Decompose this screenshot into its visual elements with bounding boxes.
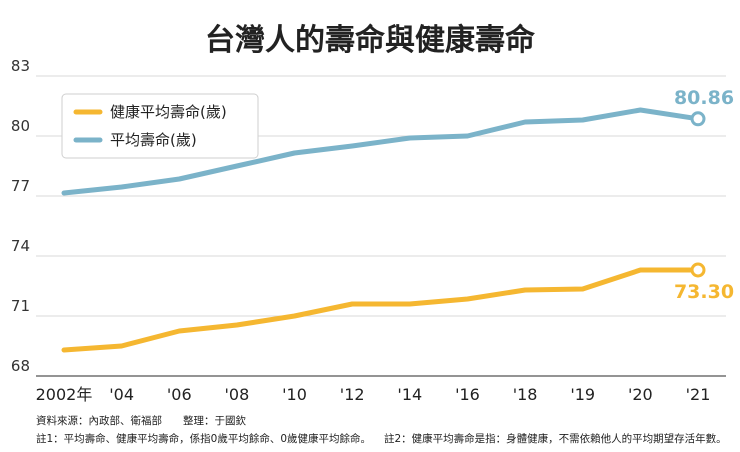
series-line-1: [61, 107, 701, 196]
y-tick-label-77: 77: [11, 177, 30, 195]
x-tick-label-2: '06: [167, 385, 192, 404]
y-tick-label-80: 80: [11, 117, 30, 135]
legend-label-healthy: 健康平均壽命(歲): [110, 103, 227, 121]
x-tick-label-5: '12: [340, 385, 365, 404]
series-end-marker-1: [690, 111, 706, 127]
legend-label-life: 平均壽命(歲): [110, 131, 197, 149]
y-tick-label-74: 74: [11, 237, 30, 255]
x-tick-label-6: '14: [397, 385, 422, 404]
end-value-labels: 73.30 80.86: [674, 87, 734, 303]
series-end-marker-0: [690, 262, 706, 278]
x-tick-label-11: '21: [686, 385, 711, 404]
x-tick-label-9: '19: [570, 385, 595, 404]
chart-title: 台灣人的壽命與健康壽命: [205, 23, 536, 58]
x-tick-label-7: '16: [455, 385, 480, 404]
series-line-0: [61, 267, 701, 353]
source-note: 資料來源：內政部、衛福部 整理：于國欽: [36, 414, 246, 427]
x-tick-label-0: 2002年: [36, 385, 93, 404]
y-tick-label-68: 68: [11, 357, 30, 375]
end-label-1: 80.86: [674, 87, 734, 109]
x-tick-label-4: '10: [282, 385, 307, 404]
data-series: [61, 107, 706, 353]
x-tick-label-10: '20: [628, 385, 653, 404]
footnote-1: 註1：平均壽命、健康平均壽命，係指0歲平均餘命、0歲健康平均餘命。: [36, 432, 371, 445]
y-tick-label-71: 71: [11, 297, 30, 315]
legend: 健康平均壽命(歲) 平均壽命(歲): [61, 93, 259, 159]
footnote-2: 註2：健康平均壽命是指：身體健康，不需依賴他人的平均期望存活年數。: [384, 432, 727, 445]
x-tick-label-8: '18: [513, 385, 538, 404]
x-tick-label-3: '08: [225, 385, 250, 404]
end-label-0: 73.30: [674, 281, 734, 303]
legend-box: [61, 93, 259, 159]
x-axis-ticks: 2002年 '04 '06 '08 '10 '12 '14 '16 '18 '19 '20 '21: [36, 385, 711, 404]
y-axis-ticks: 68 71 74 77 80 83: [11, 57, 30, 375]
x-tick-label-1: '04: [109, 385, 134, 404]
y-tick-label-83: 83: [11, 57, 30, 75]
